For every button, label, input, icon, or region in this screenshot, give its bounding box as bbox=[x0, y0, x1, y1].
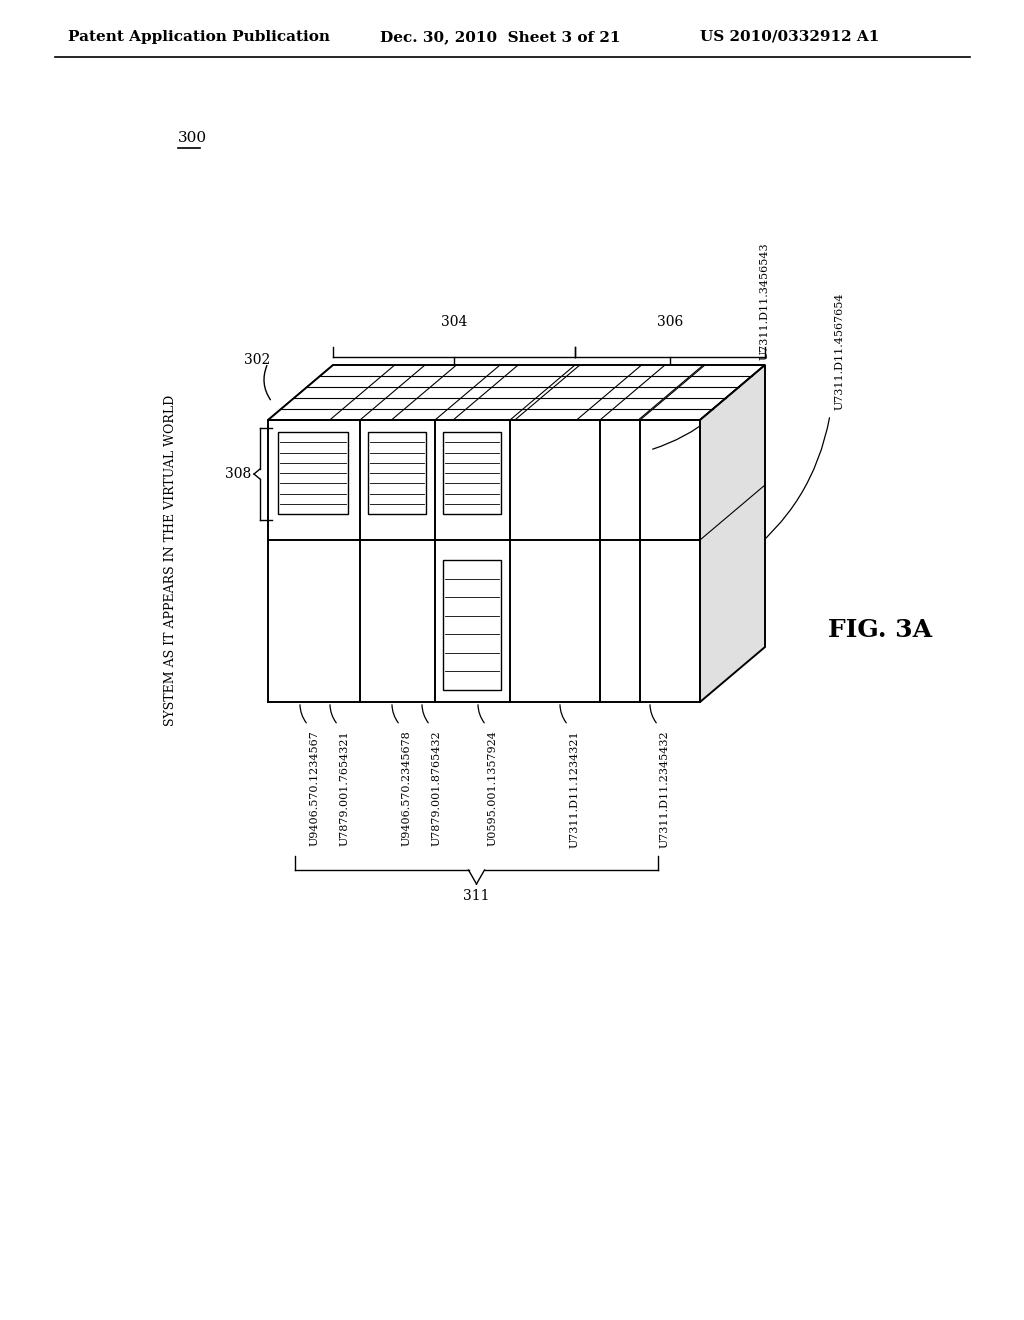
Text: U9406.570.1234567: U9406.570.1234567 bbox=[310, 730, 319, 846]
Text: U0595.001.1357924: U0595.001.1357924 bbox=[488, 730, 498, 846]
Text: U7311.D11.4567654: U7311.D11.4567654 bbox=[835, 293, 845, 411]
Bar bbox=[443, 560, 501, 690]
Text: U7311.D11.3456543: U7311.D11.3456543 bbox=[760, 243, 770, 360]
Text: 304: 304 bbox=[440, 315, 467, 329]
Text: 311: 311 bbox=[463, 888, 489, 903]
Bar bbox=[443, 432, 501, 513]
Polygon shape bbox=[268, 366, 765, 420]
Text: U7879.001.8765432: U7879.001.8765432 bbox=[432, 730, 442, 846]
Bar bbox=[278, 432, 348, 513]
Polygon shape bbox=[700, 366, 765, 702]
Text: 308: 308 bbox=[224, 467, 251, 480]
Text: U7879.001.7654321: U7879.001.7654321 bbox=[340, 730, 350, 846]
Text: Dec. 30, 2010  Sheet 3 of 21: Dec. 30, 2010 Sheet 3 of 21 bbox=[380, 30, 621, 44]
Text: U7311.D11.2345432: U7311.D11.2345432 bbox=[660, 730, 670, 847]
Text: 306: 306 bbox=[656, 315, 683, 329]
Text: FIG. 3A: FIG. 3A bbox=[828, 618, 932, 642]
Text: 302: 302 bbox=[244, 352, 270, 367]
Text: 300: 300 bbox=[178, 131, 207, 145]
Text: Patent Application Publication: Patent Application Publication bbox=[68, 30, 330, 44]
Text: U7311.D11.1234321: U7311.D11.1234321 bbox=[570, 730, 580, 847]
Text: US 2010/0332912 A1: US 2010/0332912 A1 bbox=[700, 30, 880, 44]
Text: U9406.570.2345678: U9406.570.2345678 bbox=[402, 730, 412, 846]
Bar bbox=[368, 432, 426, 513]
Text: SYSTEM AS IT APPEARS IN THE VIRTUAL WORLD: SYSTEM AS IT APPEARS IN THE VIRTUAL WORL… bbox=[164, 395, 176, 726]
